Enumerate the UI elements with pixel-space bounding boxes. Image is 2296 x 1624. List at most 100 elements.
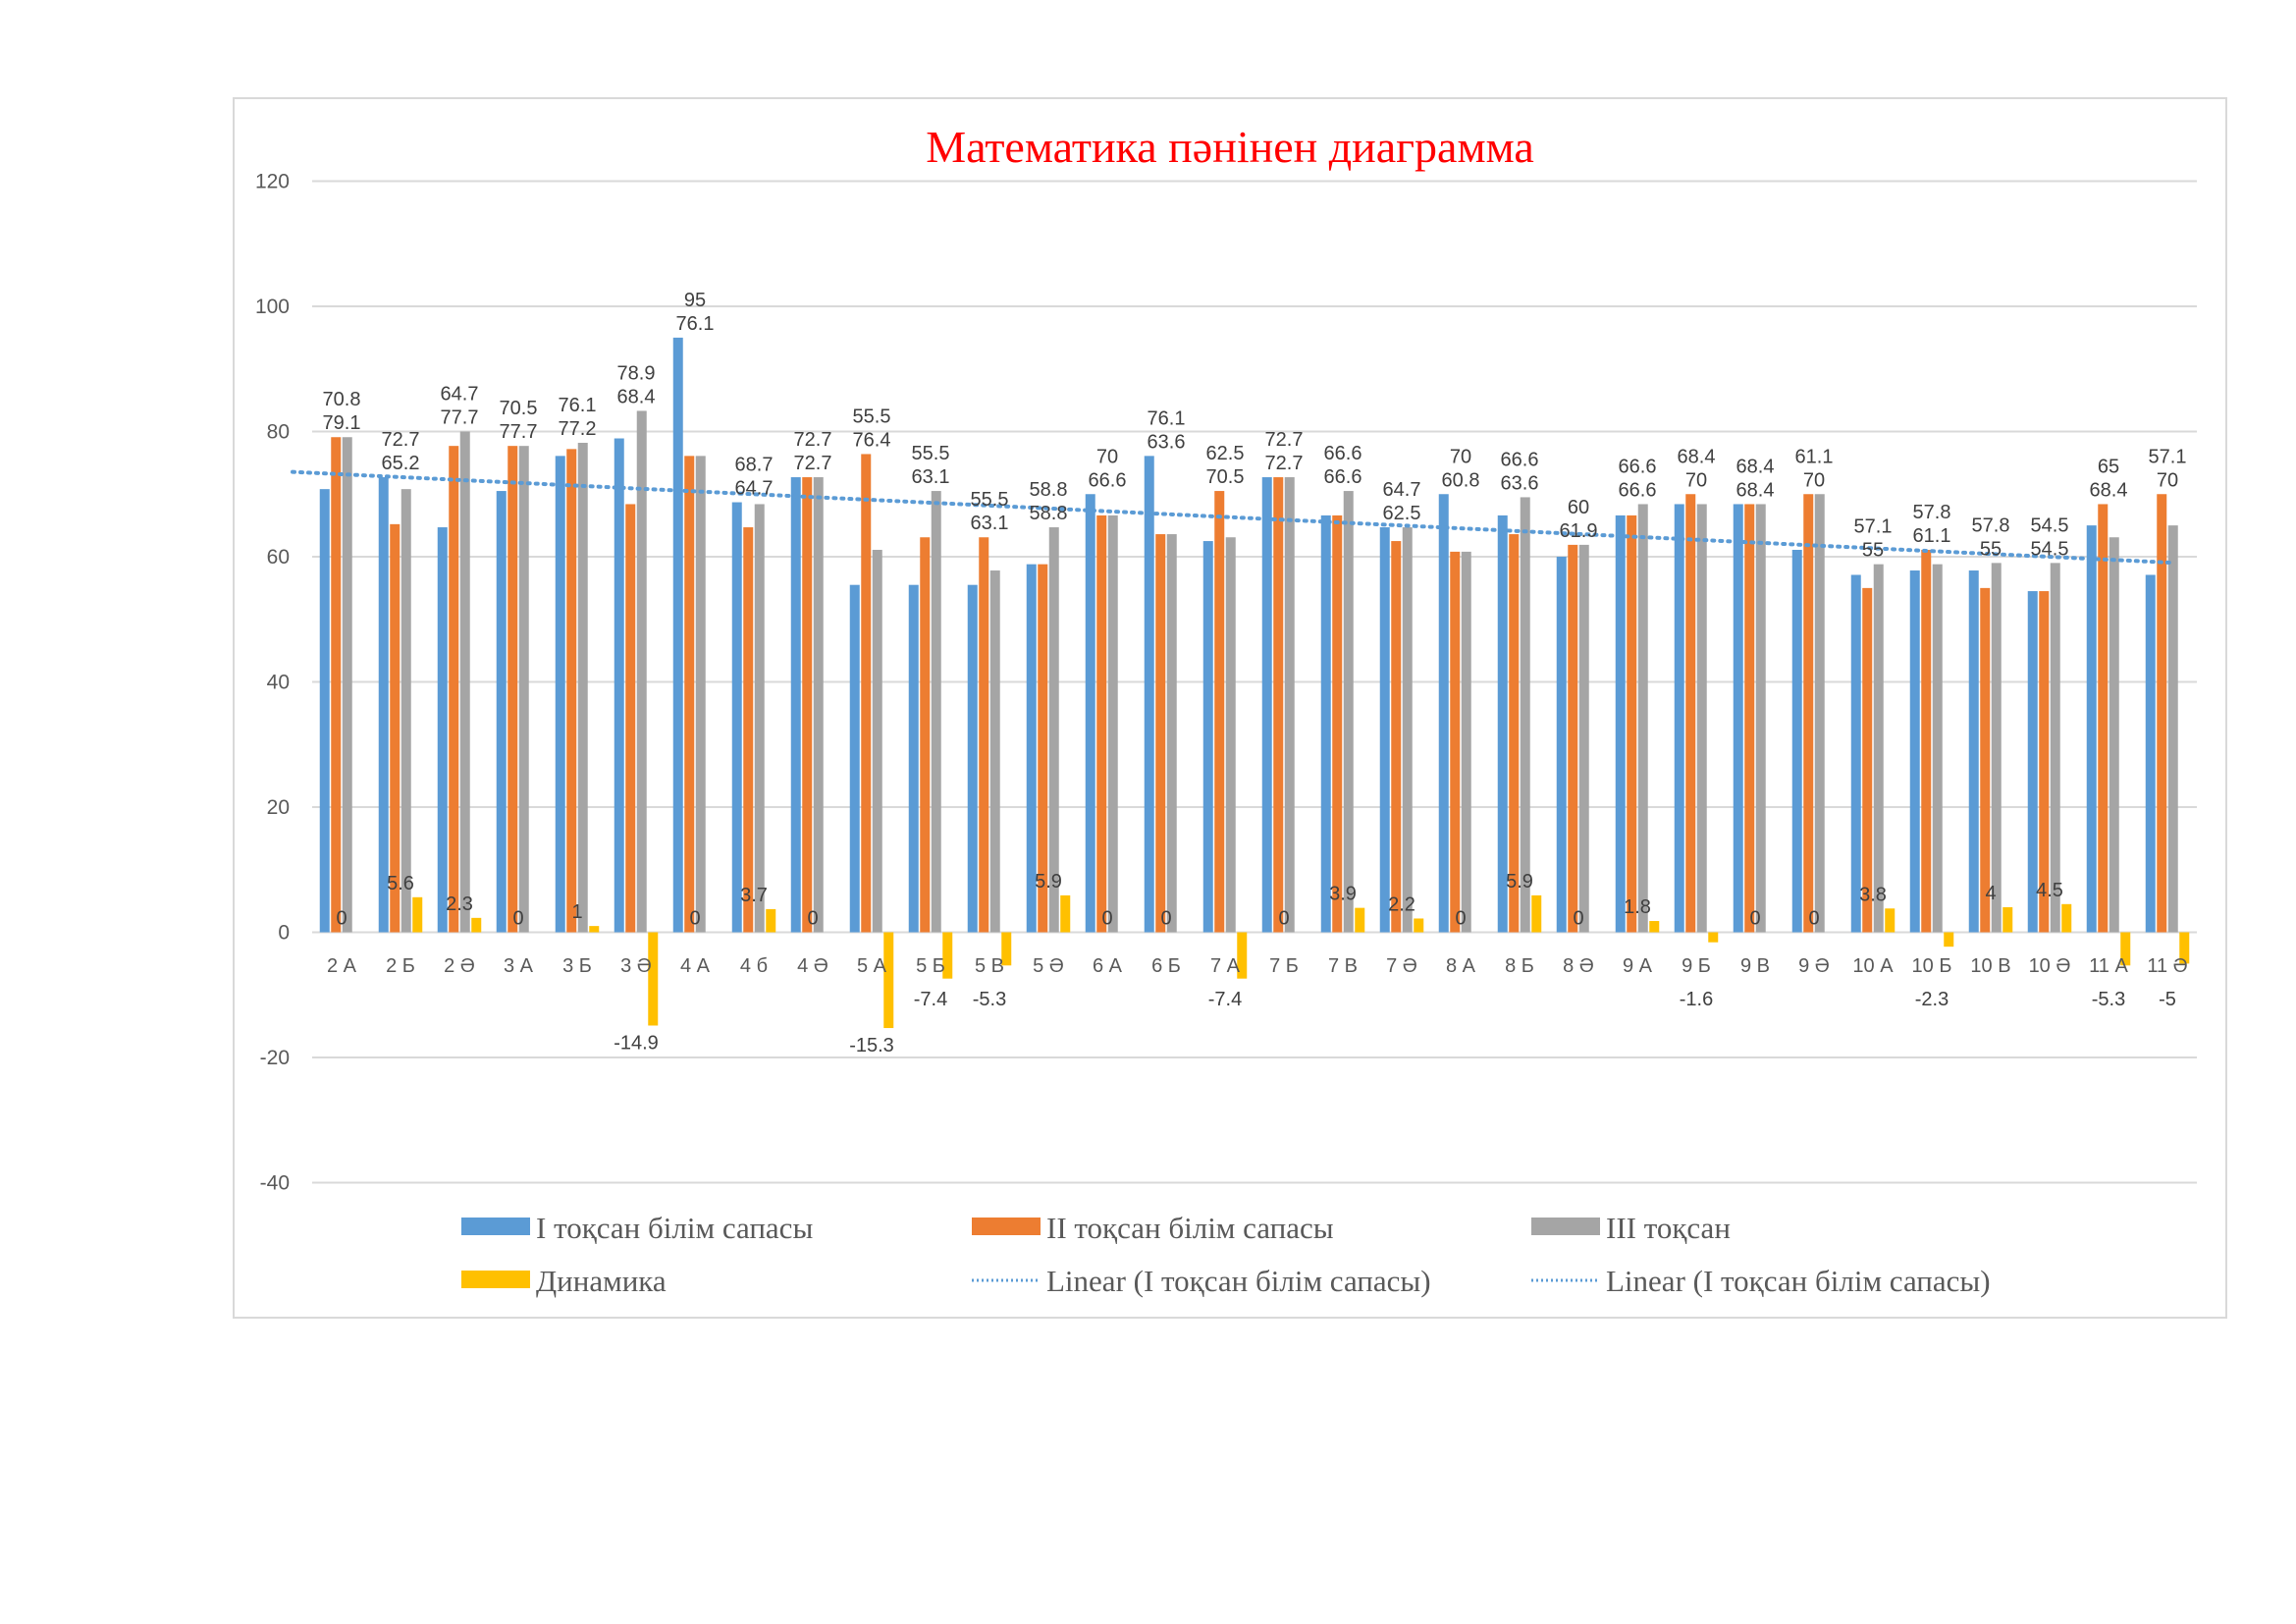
bar-2-17 bbox=[1343, 491, 1354, 933]
category-label: 9 А bbox=[1623, 955, 1653, 977]
data-label-dynamics: 4.5 bbox=[2036, 880, 2063, 901]
data-label-i: 58.8 bbox=[1030, 479, 1068, 501]
bar-2-4 bbox=[577, 442, 588, 933]
category-label: 2 Б bbox=[386, 955, 415, 977]
data-label-ii: 70 bbox=[1803, 469, 1825, 491]
y-tick-label: -20 bbox=[260, 1047, 290, 1069]
data-label-ii: 68.4 bbox=[617, 386, 656, 407]
data-label-ii: 65.2 bbox=[382, 453, 420, 474]
data-label-dynamics: 5.6 bbox=[387, 873, 414, 894]
bar-0-14 bbox=[1144, 456, 1154, 933]
trendline bbox=[291, 469, 2175, 566]
data-label-ii: 66.6 bbox=[1619, 479, 1657, 501]
bar-2-28 bbox=[1991, 563, 2002, 933]
bar-2-23 bbox=[1696, 504, 1707, 933]
y-tick-label: 0 bbox=[278, 922, 290, 945]
bar-3-26 bbox=[1885, 908, 1896, 933]
bar-1-21 bbox=[1568, 544, 1578, 933]
data-label-i: 70.5 bbox=[500, 398, 538, 419]
bar-0-17 bbox=[1320, 514, 1331, 933]
data-label-i: 78.9 bbox=[617, 362, 656, 384]
bar-1-0 bbox=[331, 437, 342, 933]
data-label-i: 57.8 bbox=[1972, 514, 2010, 536]
data-label-ii: 63.1 bbox=[912, 466, 950, 488]
y-tick-label: 120 bbox=[255, 171, 290, 193]
bar-1-18 bbox=[1391, 541, 1402, 933]
bar-3-17 bbox=[1355, 907, 1365, 933]
y-tick-label: 40 bbox=[267, 672, 290, 694]
bar-3-30 bbox=[2120, 932, 2131, 966]
bar-0-31 bbox=[2145, 574, 2156, 933]
data-label-i: 68.4 bbox=[1736, 456, 1775, 477]
data-label-ii: 68.4 bbox=[1736, 479, 1775, 501]
data-label-i: 57.1 bbox=[2149, 446, 2187, 467]
category-label: 9 В bbox=[1740, 955, 1770, 977]
category-label: 4 б bbox=[740, 955, 768, 977]
bar-0-6 bbox=[672, 337, 683, 933]
data-label-dynamics: 0 bbox=[1278, 908, 1289, 930]
category-label: 3 Ә bbox=[620, 955, 652, 977]
bar-2-3 bbox=[518, 446, 529, 933]
data-label-ii: 55 bbox=[1862, 540, 1884, 562]
bar-0-21 bbox=[1556, 557, 1567, 933]
bar-0-15 bbox=[1202, 541, 1213, 933]
data-label-dynamics: 0 bbox=[1749, 908, 1760, 930]
bar-3-5 bbox=[648, 932, 659, 1026]
legend-label: ІІІ тоқсан bbox=[1606, 1211, 1731, 1245]
bar-2-27 bbox=[1932, 564, 1943, 933]
bar-0-25 bbox=[1791, 549, 1802, 933]
bar-1-19 bbox=[1450, 551, 1461, 933]
data-label-i: 66.6 bbox=[1324, 443, 1362, 464]
data-label-ii: 63.6 bbox=[1148, 431, 1186, 453]
bar-2-26 bbox=[1873, 564, 1884, 933]
category-label: 8 А bbox=[1446, 955, 1476, 977]
y-tick-label: 80 bbox=[267, 421, 290, 444]
bar-0-29 bbox=[2027, 591, 2038, 933]
bar-1-5 bbox=[625, 504, 636, 933]
bar-2-25 bbox=[1814, 494, 1825, 933]
bar-1-23 bbox=[1685, 494, 1696, 933]
category-label: 2 Ә bbox=[444, 955, 475, 977]
bar-3-4 bbox=[589, 926, 600, 933]
bar-1-1 bbox=[390, 523, 400, 933]
data-label-i: 72.7 bbox=[382, 429, 420, 451]
bar-1-8 bbox=[802, 477, 813, 933]
category-label: 8 Б bbox=[1505, 955, 1534, 977]
category-label: 6 А bbox=[1093, 955, 1123, 977]
bar-2-0 bbox=[342, 437, 352, 933]
bar-3-15 bbox=[1237, 932, 1248, 979]
bar-1-6 bbox=[684, 456, 695, 933]
bar-1-15 bbox=[1214, 491, 1225, 933]
bar-1-28 bbox=[1980, 587, 1991, 933]
bar-3-22 bbox=[1649, 921, 1660, 933]
legend-swatch bbox=[972, 1218, 1041, 1235]
data-label-ii: 70.5 bbox=[1206, 466, 1245, 488]
data-label-dynamics: -5.3 bbox=[973, 989, 1006, 1010]
data-label-i: 66.6 bbox=[1501, 449, 1539, 470]
category-label: 9 Б bbox=[1682, 955, 1711, 977]
bar-1-13 bbox=[1096, 514, 1107, 933]
data-label-dynamics: -5.3 bbox=[2092, 989, 2125, 1010]
bar-3-2 bbox=[471, 917, 482, 933]
bar-1-11 bbox=[979, 537, 989, 933]
bar-1-25 bbox=[1803, 494, 1814, 933]
category-label: 4 Ә bbox=[797, 955, 828, 977]
category-label: 11 А bbox=[2089, 955, 2128, 977]
x-axis-categories: 2 А 2 Б 2 Ә 3 А 3 Б 3 Ә 4 А 4 б 4 Ә 5 А 5 Б 5 В 5 Ә 6… bbox=[327, 955, 2188, 977]
bar-1-10 bbox=[920, 537, 931, 933]
bar-3-18 bbox=[1414, 918, 1424, 933]
bar-3-7 bbox=[766, 908, 776, 933]
data-label-ii: 70 bbox=[2157, 469, 2178, 491]
data-label-i: 65 bbox=[2098, 456, 2119, 477]
data-label-ii: 62.5 bbox=[1383, 503, 1421, 524]
bar-2-2 bbox=[459, 431, 470, 933]
bar-0-16 bbox=[1261, 477, 1272, 933]
data-label-dynamics: 0 bbox=[1160, 908, 1171, 930]
y-tick-label: 100 bbox=[255, 296, 290, 318]
bar-3-20 bbox=[1531, 894, 1542, 933]
bar-2-22 bbox=[1637, 504, 1648, 933]
bar-2-31 bbox=[2167, 525, 2178, 933]
bar-1-20 bbox=[1509, 534, 1520, 933]
bar-3-1 bbox=[412, 896, 423, 933]
